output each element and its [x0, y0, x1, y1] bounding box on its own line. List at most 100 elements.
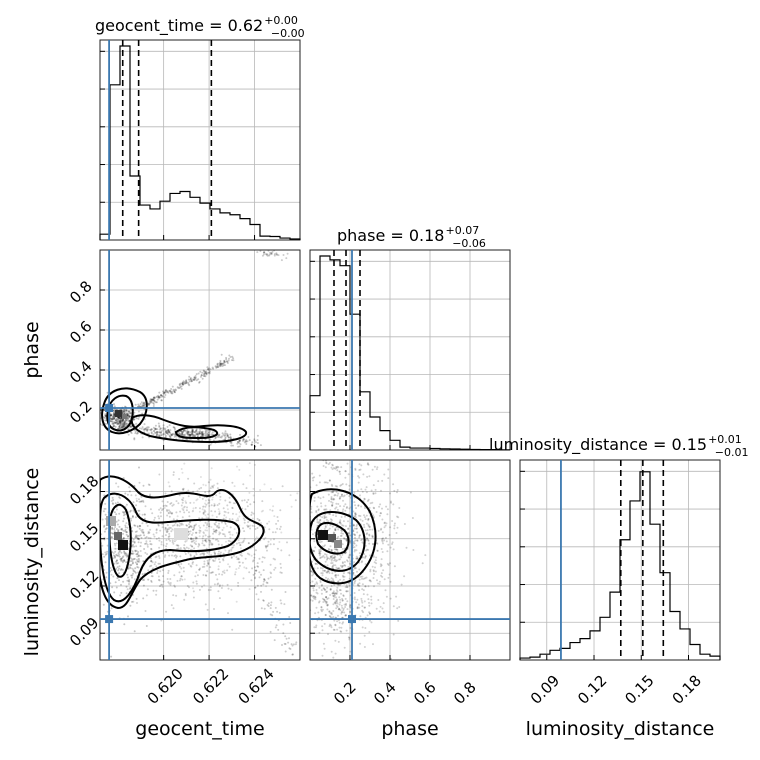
sample-point — [237, 440, 240, 443]
sample-point — [144, 505, 147, 508]
sample-point — [176, 544, 179, 547]
sample-point — [150, 432, 153, 435]
sample-point — [238, 561, 241, 564]
sample-point — [115, 508, 118, 511]
sample-point — [111, 528, 114, 531]
sample-point — [123, 421, 126, 423]
sample-point — [114, 419, 117, 422]
sample-point — [290, 530, 292, 532]
density-cell — [106, 516, 116, 526]
sample-point — [266, 582, 269, 584]
sample-point — [168, 431, 170, 434]
sample-point — [190, 525, 193, 528]
sample-point — [353, 527, 356, 530]
sample-point — [137, 554, 140, 557]
sample-point — [164, 434, 167, 437]
sample-point — [392, 548, 395, 551]
sample-point — [113, 416, 116, 419]
sample-point — [131, 576, 133, 579]
sample-point — [188, 515, 191, 518]
sample-point — [218, 573, 221, 576]
sample-point — [226, 435, 229, 438]
sample-point — [208, 558, 211, 561]
sample-point — [248, 462, 251, 465]
sample-point — [253, 556, 256, 559]
sample-point — [266, 604, 269, 606]
sample-point — [112, 415, 115, 418]
sample-point — [189, 553, 192, 556]
sample-point — [304, 466, 306, 468]
sample-point — [317, 522, 320, 524]
sample-point — [219, 359, 222, 362]
sample-point — [204, 603, 207, 606]
sample-point — [338, 589, 341, 591]
sample-point — [133, 429, 136, 432]
sample-point — [216, 525, 219, 527]
sample-point — [213, 608, 215, 610]
sample-point — [118, 421, 121, 424]
sample-point — [122, 538, 125, 541]
sample-point — [356, 607, 359, 610]
sample-point — [166, 514, 169, 517]
sample-point — [262, 583, 265, 586]
sample-point — [117, 485, 120, 488]
sample-point — [207, 517, 210, 520]
sample-point — [384, 524, 387, 527]
sample-point — [342, 621, 345, 624]
sample-point — [226, 434, 229, 437]
sample-point — [203, 371, 206, 374]
density-cell — [122, 414, 127, 419]
sample-point — [332, 616, 335, 618]
sample-point — [252, 512, 255, 515]
sample-point — [344, 509, 347, 512]
sample-point — [113, 413, 116, 415]
sample-point — [191, 433, 194, 436]
sample-point — [327, 577, 330, 580]
sample-point — [393, 522, 396, 525]
sample-point — [196, 574, 199, 577]
sample-point — [272, 610, 275, 613]
sample-point — [136, 555, 139, 558]
sample-point — [165, 432, 168, 435]
sample-point — [355, 567, 357, 570]
sample-point — [369, 579, 372, 582]
sample-point — [260, 510, 263, 513]
sample-point — [120, 418, 123, 421]
sample-point — [326, 604, 329, 607]
panel-luminosity-distance-hist — [519, 459, 721, 661]
sample-point — [170, 433, 173, 436]
sample-point — [237, 584, 240, 587]
sample-point — [254, 586, 257, 589]
sample-point — [372, 643, 374, 646]
sample-point — [263, 607, 266, 610]
sample-point — [363, 514, 365, 517]
sample-point — [334, 564, 337, 567]
sample-point — [323, 515, 326, 518]
sample-point — [131, 574, 134, 577]
sample-point — [291, 555, 293, 557]
sample-point — [119, 420, 121, 422]
sample-point — [239, 544, 242, 546]
sample-point — [217, 540, 220, 543]
sample-point — [334, 556, 337, 559]
sample-point — [112, 425, 115, 428]
sample-point — [181, 383, 184, 386]
sample-point — [117, 519, 120, 522]
sample-point — [197, 433, 200, 435]
sample-point — [129, 415, 131, 418]
sample-point — [121, 424, 124, 427]
sample-point — [162, 433, 164, 436]
sample-point — [370, 595, 373, 598]
sample-point — [314, 665, 316, 667]
sample-point — [141, 402, 144, 405]
sample-point — [393, 524, 396, 527]
sample-point — [227, 587, 230, 590]
sample-point — [169, 433, 172, 436]
sample-point — [204, 510, 207, 513]
sample-point — [207, 434, 210, 437]
sample-point — [95, 493, 97, 495]
sample-point — [335, 604, 338, 607]
sample-point — [134, 430, 137, 433]
sample-point — [339, 473, 342, 475]
sample-point — [241, 561, 244, 564]
